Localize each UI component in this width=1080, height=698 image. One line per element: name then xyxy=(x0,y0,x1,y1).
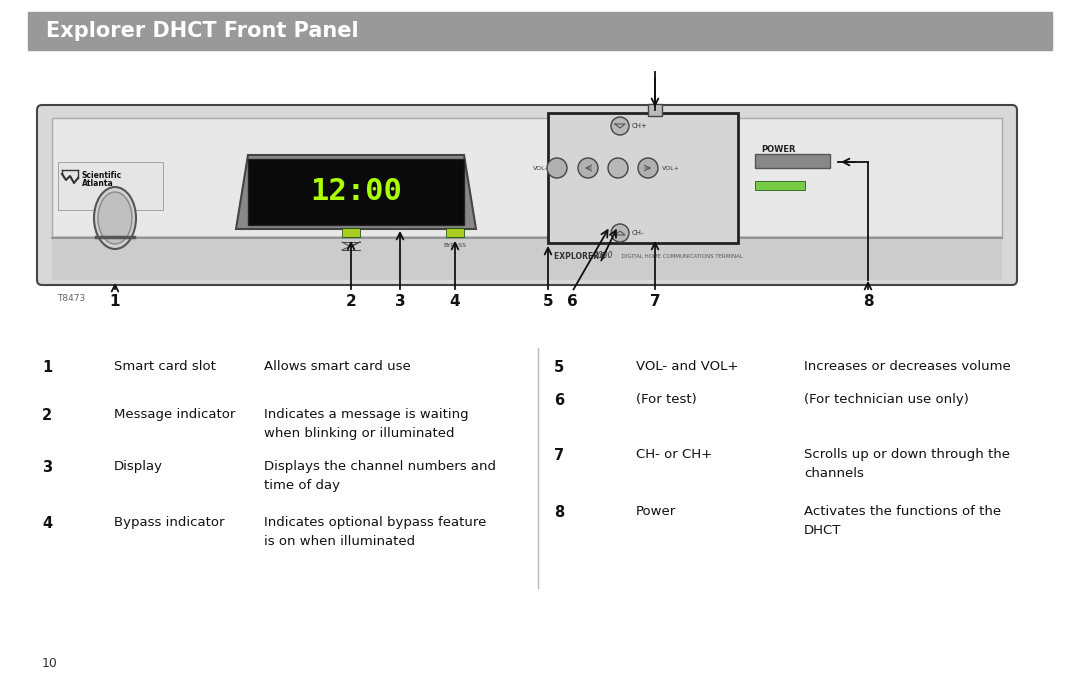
Ellipse shape xyxy=(611,117,629,135)
Text: 3: 3 xyxy=(394,294,405,309)
Text: Atlanta: Atlanta xyxy=(82,179,113,188)
Text: Message indicator: Message indicator xyxy=(114,408,235,421)
Text: Displays the channel numbers and
time of day: Displays the channel numbers and time of… xyxy=(264,460,496,492)
Text: CH+: CH+ xyxy=(632,123,648,129)
Text: 7: 7 xyxy=(554,448,564,463)
Ellipse shape xyxy=(94,187,136,249)
Text: Indicates a message is waiting
when blinking or illuminated: Indicates a message is waiting when blin… xyxy=(264,408,469,440)
Bar xyxy=(248,159,464,225)
Bar xyxy=(648,104,662,116)
Text: Scrolls up or down through the
channels: Scrolls up or down through the channels xyxy=(804,448,1010,480)
Bar xyxy=(52,118,1002,238)
Text: DIGITAL HOME COMMUNICATIONS TERMINAL: DIGITAL HOME COMMUNICATIONS TERMINAL xyxy=(618,253,743,258)
Text: 1: 1 xyxy=(42,360,52,375)
Text: Smart card slot: Smart card slot xyxy=(114,360,216,373)
Text: 7: 7 xyxy=(650,294,660,309)
Bar xyxy=(548,113,738,243)
Ellipse shape xyxy=(611,224,629,242)
Text: (For technician use only): (For technician use only) xyxy=(804,393,969,406)
Text: Indicates optional bypass feature
is on when illuminated: Indicates optional bypass feature is on … xyxy=(264,516,486,548)
Text: CH-: CH- xyxy=(632,230,645,236)
Text: 2: 2 xyxy=(346,294,356,309)
Text: CH- or CH+: CH- or CH+ xyxy=(636,448,712,461)
Text: 8: 8 xyxy=(863,294,874,309)
Text: BYPASS: BYPASS xyxy=(444,243,467,248)
Text: 12:00: 12:00 xyxy=(310,177,402,207)
Bar xyxy=(58,162,163,210)
Text: 6: 6 xyxy=(567,294,578,309)
Bar xyxy=(52,238,1002,280)
Text: Allows smart card use: Allows smart card use xyxy=(264,360,410,373)
Text: T8473: T8473 xyxy=(57,294,85,303)
Text: (For test): (For test) xyxy=(636,393,697,406)
Text: 4: 4 xyxy=(449,294,460,309)
Text: 4: 4 xyxy=(42,516,52,531)
Ellipse shape xyxy=(608,158,627,178)
Ellipse shape xyxy=(546,158,567,178)
Ellipse shape xyxy=(638,158,658,178)
Text: 2: 2 xyxy=(42,408,52,423)
Polygon shape xyxy=(237,155,476,229)
Ellipse shape xyxy=(578,158,598,178)
Text: 10: 10 xyxy=(42,657,58,670)
Bar xyxy=(342,228,360,237)
Text: 5: 5 xyxy=(542,294,553,309)
Text: Activates the functions of the
DHCT: Activates the functions of the DHCT xyxy=(804,505,1001,537)
Text: VOL- and VOL+: VOL- and VOL+ xyxy=(636,360,739,373)
Text: POWER: POWER xyxy=(760,145,795,154)
Text: EXPLORER®: EXPLORER® xyxy=(554,251,609,260)
Bar xyxy=(755,181,805,190)
Text: 5: 5 xyxy=(554,360,564,375)
Text: Increases or decreases volume: Increases or decreases volume xyxy=(804,360,1011,373)
Text: Scientific: Scientific xyxy=(82,172,122,181)
Bar xyxy=(446,228,464,237)
Ellipse shape xyxy=(98,192,132,244)
Text: 3: 3 xyxy=(42,460,52,475)
Text: 1: 1 xyxy=(110,294,120,309)
Text: Power: Power xyxy=(636,505,676,518)
Bar xyxy=(28,12,1052,50)
Text: 6: 6 xyxy=(554,393,564,408)
Text: VOL-: VOL- xyxy=(534,165,548,170)
Text: Display: Display xyxy=(114,460,163,473)
Text: 2000: 2000 xyxy=(594,251,613,260)
Text: Bypass indicator: Bypass indicator xyxy=(114,516,225,529)
Bar xyxy=(755,154,831,168)
Text: Explorer DHCT Front Panel: Explorer DHCT Front Panel xyxy=(46,21,359,41)
Text: VOL+: VOL+ xyxy=(662,165,680,170)
FancyBboxPatch shape xyxy=(37,105,1017,285)
Text: 8: 8 xyxy=(554,505,564,520)
